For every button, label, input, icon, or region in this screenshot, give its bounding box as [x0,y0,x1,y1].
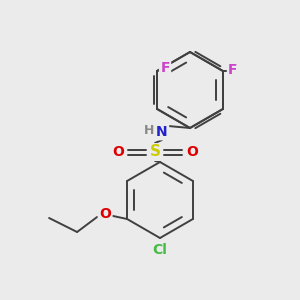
Text: O: O [186,145,198,159]
Text: F: F [228,63,238,77]
Text: N: N [156,125,168,139]
Text: O: O [112,145,124,159]
Text: H: H [144,124,154,136]
Text: Cl: Cl [153,243,167,257]
Text: O: O [99,207,111,221]
Text: S: S [149,145,161,160]
Text: F: F [160,61,170,75]
